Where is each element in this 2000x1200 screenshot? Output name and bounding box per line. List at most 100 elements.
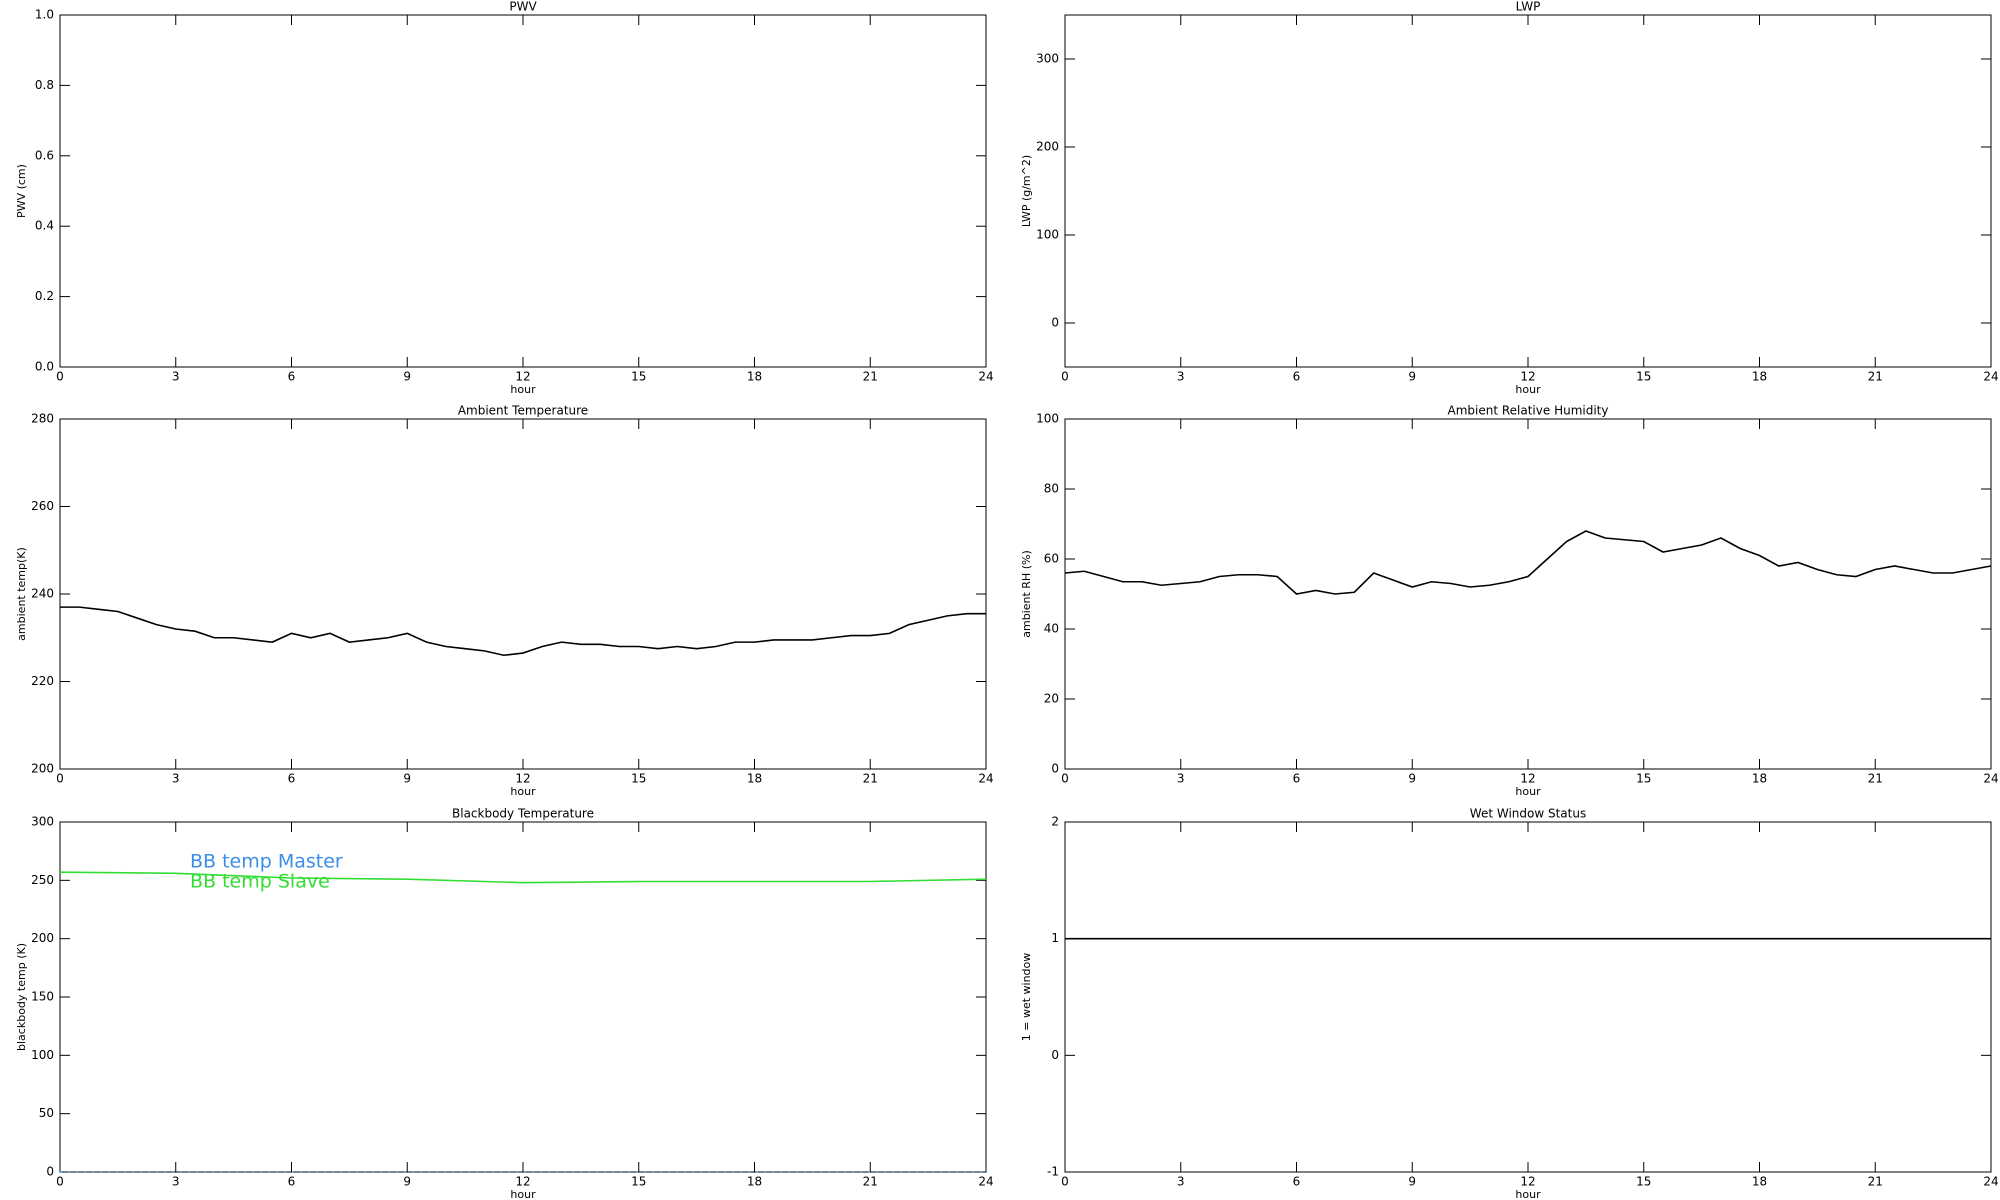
x-tick-label: 18 [747, 1175, 762, 1189]
y-tick-label: 300 [1036, 52, 1059, 66]
x-tick-label: 6 [288, 1175, 296, 1189]
x-tick-label: 18 [1752, 772, 1767, 786]
plot-frame [1064, 14, 1992, 368]
x-tick-label: 9 [1408, 772, 1416, 786]
x-tick-label: 0 [56, 772, 64, 786]
panel: PWV hour PWV (cm) 0 3 6 9 12 15 18 21 24 0.0 0.2 0.4 0.… [15, 0, 994, 396]
x-tick-label: 6 [288, 370, 296, 384]
x-tick-label: 18 [1752, 370, 1767, 384]
y-axis-label: PWV (cm) [15, 164, 28, 218]
x-tick-label: 18 [1752, 1175, 1767, 1189]
x-tick-label: 3 [1177, 370, 1185, 384]
x-tick-label: 18 [747, 370, 762, 384]
y-tick-label: 80 [1044, 482, 1059, 496]
x-tick-label: 9 [1408, 370, 1416, 384]
x-tick-label: 12 [1520, 772, 1535, 786]
y-tick-label: 200 [31, 931, 54, 945]
panel: Wet Window Status hour 1 = wet window 0 3 6 9 1… [1020, 807, 1999, 1200]
x-tick-label: 3 [172, 772, 180, 786]
x-tick-label: 12 [1520, 370, 1535, 384]
x-tick-label: 21 [863, 772, 878, 786]
y-tick-label: 60 [1044, 552, 1059, 566]
x-tick-label: 21 [1868, 1175, 1883, 1189]
x-axis-label: hour [1515, 383, 1541, 396]
x-tick-label: 9 [403, 772, 411, 786]
x-tick-label: 21 [1868, 370, 1883, 384]
y-tick-label: 150 [31, 990, 54, 1004]
x-tick-label: 9 [1408, 1175, 1416, 1189]
chart-title: Ambient Relative Humidity [1448, 404, 1609, 418]
x-tick-label: 6 [1293, 370, 1301, 384]
plot-frame [1064, 821, 1992, 1173]
y-tick-label: 20 [1044, 692, 1059, 706]
y-tick-label: 1.0 [35, 8, 54, 22]
x-tick-label: 0 [1061, 772, 1069, 786]
y-tick-label: 300 [31, 815, 54, 829]
y-tick-label: 2 [1051, 815, 1059, 829]
legend-entry: BB temp Slave [190, 871, 330, 893]
y-tick-label: 240 [31, 587, 54, 601]
data-line [1064, 530, 1992, 595]
x-tick-label: 15 [631, 772, 646, 786]
y-tick-label: 0.2 [35, 289, 54, 303]
y-axis-label: 1 = wet window [1020, 953, 1033, 1042]
x-tick-label: 0 [1061, 370, 1069, 384]
x-tick-label: 12 [1520, 1175, 1535, 1189]
y-tick-label: 200 [1036, 140, 1059, 154]
panel: Blackbody Temperature hour blackbody temp … [15, 807, 994, 1200]
panel: Ambient Temperature hour ambient temp(K) 0 3… [15, 404, 994, 799]
x-tick-label: 24 [1983, 1175, 1998, 1189]
x-tick-label: 15 [1636, 1175, 1651, 1189]
x-axis-label: hour [510, 1188, 536, 1200]
x-tick-label: 6 [288, 772, 296, 786]
y-tick-label: 250 [31, 873, 54, 887]
x-tick-label: 0 [1061, 1175, 1069, 1189]
x-tick-label: 21 [863, 1175, 878, 1189]
x-axis-label: hour [510, 785, 536, 798]
y-tick-label: -1 [1047, 1165, 1059, 1179]
x-axis-label: hour [510, 383, 536, 396]
chart-title: PWV [509, 0, 537, 14]
x-tick-label: 15 [631, 370, 646, 384]
y-tick-label: 0 [46, 1165, 54, 1179]
y-tick-label: 0.0 [35, 360, 54, 374]
y-axis-label: ambient temp(K) [15, 547, 28, 641]
x-tick-label: 9 [403, 370, 411, 384]
y-tick-label: 0.6 [35, 148, 54, 162]
x-tick-label: 21 [1868, 772, 1883, 786]
y-tick-label: 40 [1044, 622, 1059, 636]
y-tick-label: 0 [1051, 762, 1059, 776]
x-tick-label: 3 [172, 1175, 180, 1189]
x-axis-label: hour [1515, 785, 1541, 798]
x-tick-label: 0 [56, 1175, 64, 1189]
y-tick-label: 200 [31, 762, 54, 776]
x-tick-label: 12 [515, 772, 530, 786]
x-tick-label: 6 [1293, 1175, 1301, 1189]
x-tick-label: 9 [403, 1175, 411, 1189]
x-tick-label: 12 [515, 370, 530, 384]
x-axis-label: hour [1515, 1188, 1541, 1200]
x-tick-label: 3 [1177, 1175, 1185, 1189]
panel: LWP hour LWP (g/m^2) 0 3 6 9 12 15 18 21 24 0 100 200 3… [1020, 0, 1999, 396]
chart-title: LWP [1516, 0, 1541, 14]
y-axis-label: ambient RH (%) [1020, 550, 1033, 638]
x-tick-label: 24 [1983, 370, 1998, 384]
chart-title: Blackbody Temperature [452, 807, 594, 821]
legend-entry: BB temp Master [190, 851, 343, 873]
y-tick-label: 100 [1036, 228, 1059, 242]
x-tick-label: 15 [631, 1175, 646, 1189]
y-tick-label: 0.4 [35, 219, 54, 233]
x-tick-label: 15 [1636, 370, 1651, 384]
data-line [59, 871, 987, 884]
x-tick-label: 6 [1293, 772, 1301, 786]
x-tick-label: 24 [1983, 772, 1998, 786]
y-tick-label: 280 [31, 412, 54, 426]
plot-frame [1064, 418, 1992, 770]
x-tick-label: 15 [1636, 772, 1651, 786]
y-axis-label: LWP (g/m^2) [1020, 155, 1033, 227]
y-tick-label: 220 [31, 674, 54, 688]
plot-frame [59, 418, 987, 770]
x-tick-label: 21 [863, 370, 878, 384]
